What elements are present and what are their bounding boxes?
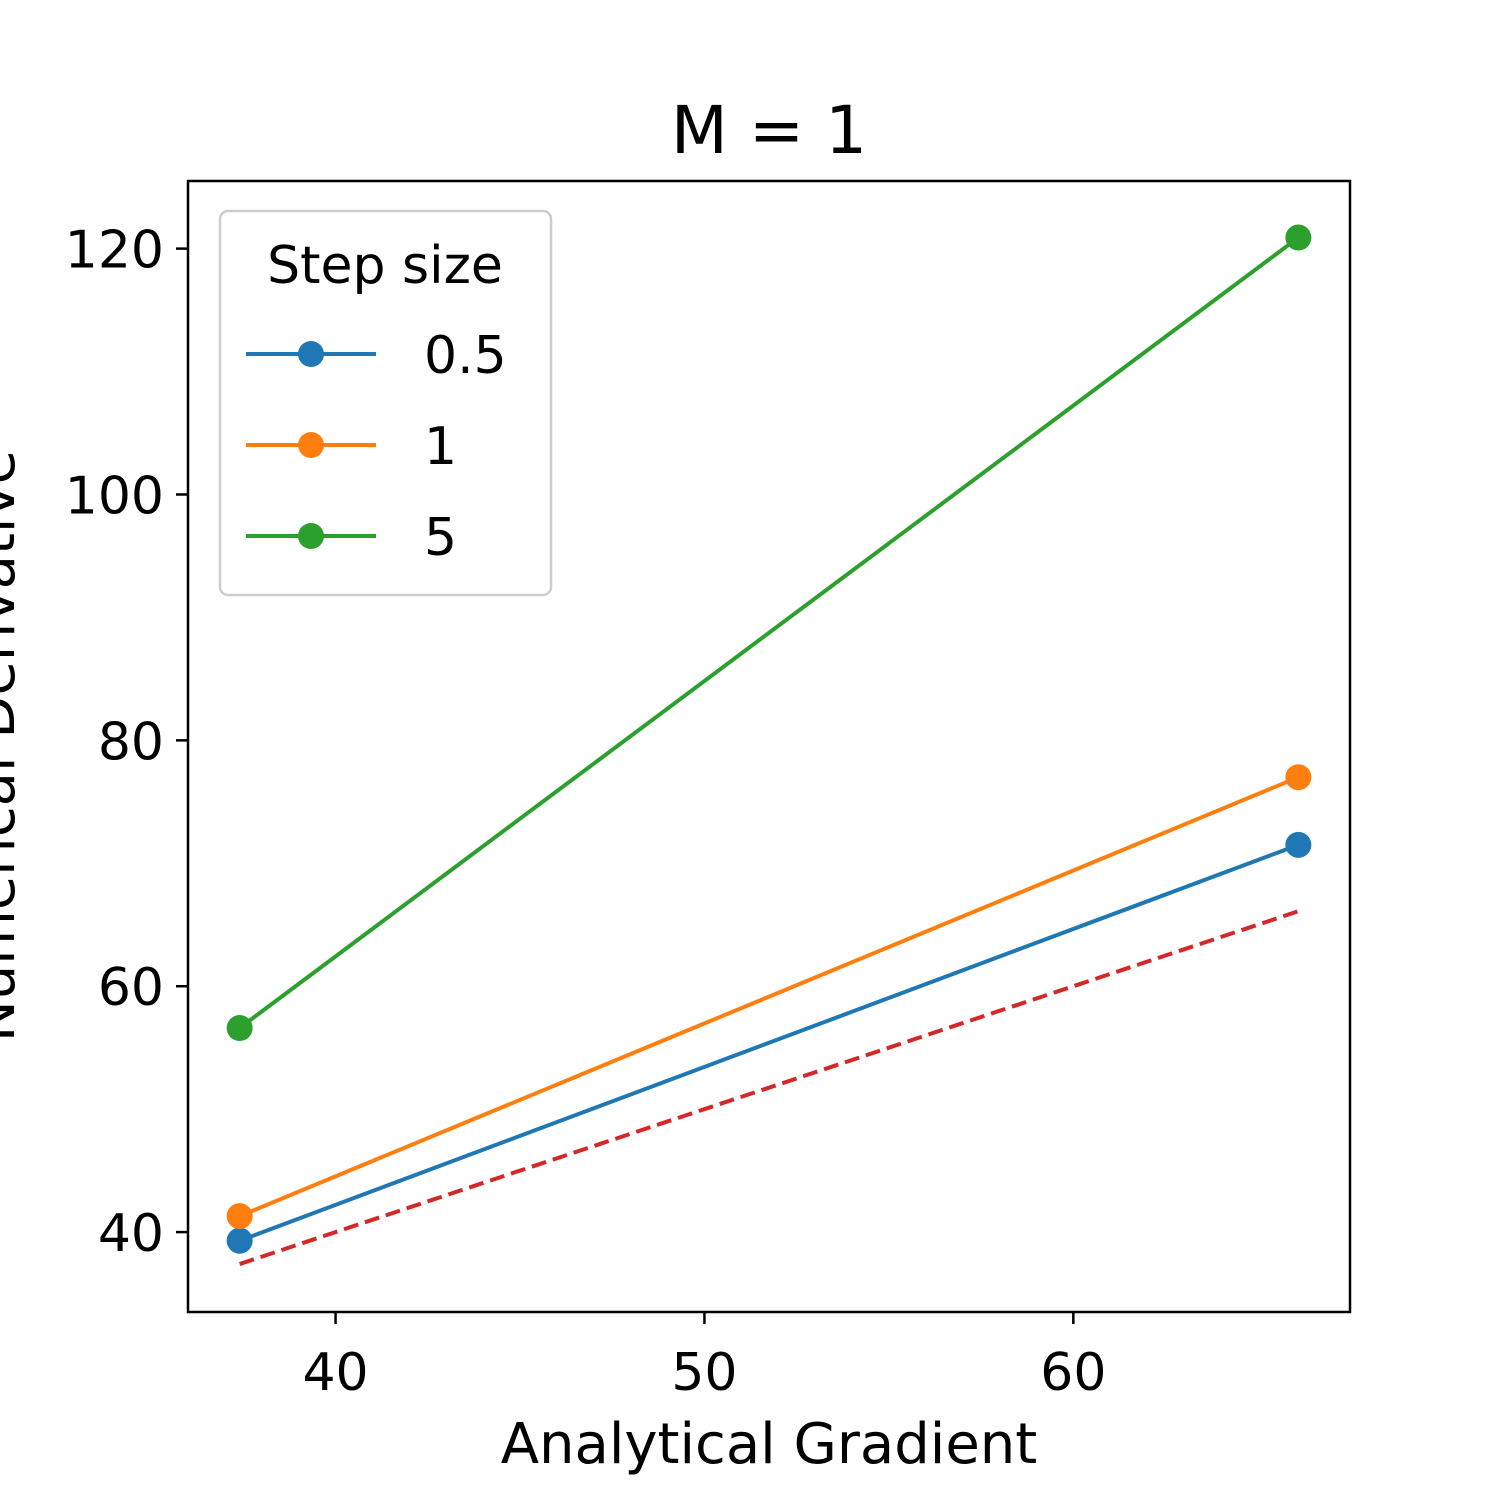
y-axis: 40 60 80 100 120 [65,221,188,1264]
plot-area [226,224,1312,1266]
x-tick-label: 40 [302,1343,368,1403]
x-axis-label: Analytical Gradient [501,1412,1038,1477]
y-tick-label: 60 [98,958,164,1018]
legend-marker-5 [298,523,324,549]
chart-title: M = 1 [671,92,867,169]
data-point-0.5 [226,1227,253,1254]
legend-title: Step size [267,236,503,296]
data-point-0.5 [1285,831,1312,858]
series-line-0.5 [238,842,1300,1243]
x-axis: 40 50 60 [302,1312,1106,1403]
y-tick-label: 80 [98,712,164,772]
x-tick-label: 50 [671,1343,737,1403]
legend-label-1: 1 [424,417,457,477]
series-line-5 [238,235,1300,1030]
reference-line [239,909,1299,1266]
y-tick-label: 40 [98,1204,164,1264]
legend-box [218,209,553,597]
data-point-5 [1285,224,1312,251]
data-point-5 [226,1015,253,1042]
legend-marker-1 [298,432,324,458]
legend-label-5: 5 [424,508,457,568]
legend-label-0.5: 0.5 [424,326,507,386]
y-axis-label: Numerical Derivative [0,450,28,1042]
data-point-1 [226,1203,253,1230]
axes-frame [186,179,1352,1314]
y-tick-label: 100 [65,466,164,526]
legend-marker-0.5 [298,341,324,367]
legend: Step size 0.5 1 5 [218,209,553,597]
x-tick-label: 60 [1040,1343,1106,1403]
series-line-1 [238,775,1300,1218]
y-tick-label: 120 [65,221,164,281]
data-point-1 [1285,764,1312,791]
